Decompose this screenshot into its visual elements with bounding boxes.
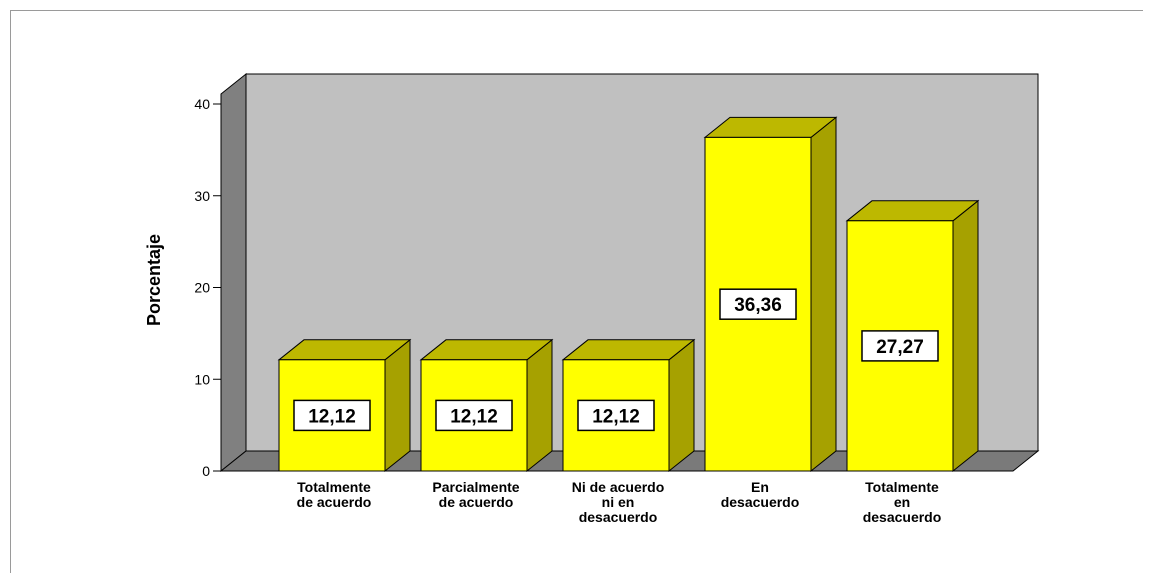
value-label-box bbox=[577, 399, 655, 432]
y-tick-label: 0 bbox=[202, 463, 210, 479]
category-label-line: de acuerdo bbox=[439, 494, 514, 510]
bar-side bbox=[952, 199, 979, 473]
y-tick-label: 20 bbox=[194, 280, 210, 296]
y-axis: 0 10 20 30 40 bbox=[194, 96, 221, 479]
chart-frame bbox=[10, 10, 1143, 573]
value-label-box bbox=[435, 399, 513, 432]
bar-side bbox=[384, 338, 411, 473]
bar: 12,12 bbox=[277, 338, 412, 473]
value-label: 12,12 bbox=[308, 406, 356, 427]
side-wall bbox=[220, 72, 247, 473]
value-label-box bbox=[861, 330, 939, 362]
category-label-line: En bbox=[751, 479, 769, 495]
category-label-line: en bbox=[894, 494, 910, 510]
category-label-line: de acuerdo bbox=[297, 494, 372, 510]
bar-side bbox=[526, 338, 553, 473]
bars: 12,12 12,12 12,12 36,36 27,27 bbox=[277, 116, 980, 473]
y-tick-label: 10 bbox=[194, 371, 210, 387]
category-label-line: ni en bbox=[602, 494, 635, 510]
category-label-line: desacuerdo bbox=[579, 509, 658, 525]
category-label: Parcialmente de acuerdo bbox=[432, 479, 519, 510]
bar: 12,12 bbox=[419, 338, 554, 473]
value-label: 12,12 bbox=[592, 406, 640, 427]
bar: 27,27 bbox=[845, 199, 980, 473]
value-label: 36,36 bbox=[734, 295, 782, 316]
bar-side bbox=[668, 338, 695, 473]
category-label: Ni de acuerdo ni en desacuerdo bbox=[572, 479, 665, 525]
category-label-line: Totalmente bbox=[865, 479, 939, 495]
bar: 12,12 bbox=[561, 338, 696, 473]
bar: 36,36 bbox=[703, 116, 838, 473]
category-label-line: Ni de acuerdo bbox=[572, 479, 665, 495]
category-label: En desacuerdo bbox=[721, 479, 800, 510]
value-label-box bbox=[293, 399, 371, 432]
category-label-line: Totalmente bbox=[297, 479, 371, 495]
category-label: Totalmente en desacuerdo bbox=[863, 479, 942, 525]
y-tick-label: 40 bbox=[194, 96, 210, 112]
value-label-box bbox=[719, 288, 797, 320]
bar-side bbox=[810, 116, 837, 473]
value-label: 12,12 bbox=[450, 406, 498, 427]
category-label: Totalmente de acuerdo bbox=[297, 479, 372, 510]
category-label-line: Parcialmente bbox=[432, 479, 519, 495]
category-label-line: desacuerdo bbox=[863, 509, 942, 525]
category-label-line: desacuerdo bbox=[721, 494, 800, 510]
y-axis-title: Porcentaje bbox=[144, 234, 164, 326]
value-label: 27,27 bbox=[876, 337, 924, 358]
y-tick-label: 30 bbox=[194, 188, 210, 204]
